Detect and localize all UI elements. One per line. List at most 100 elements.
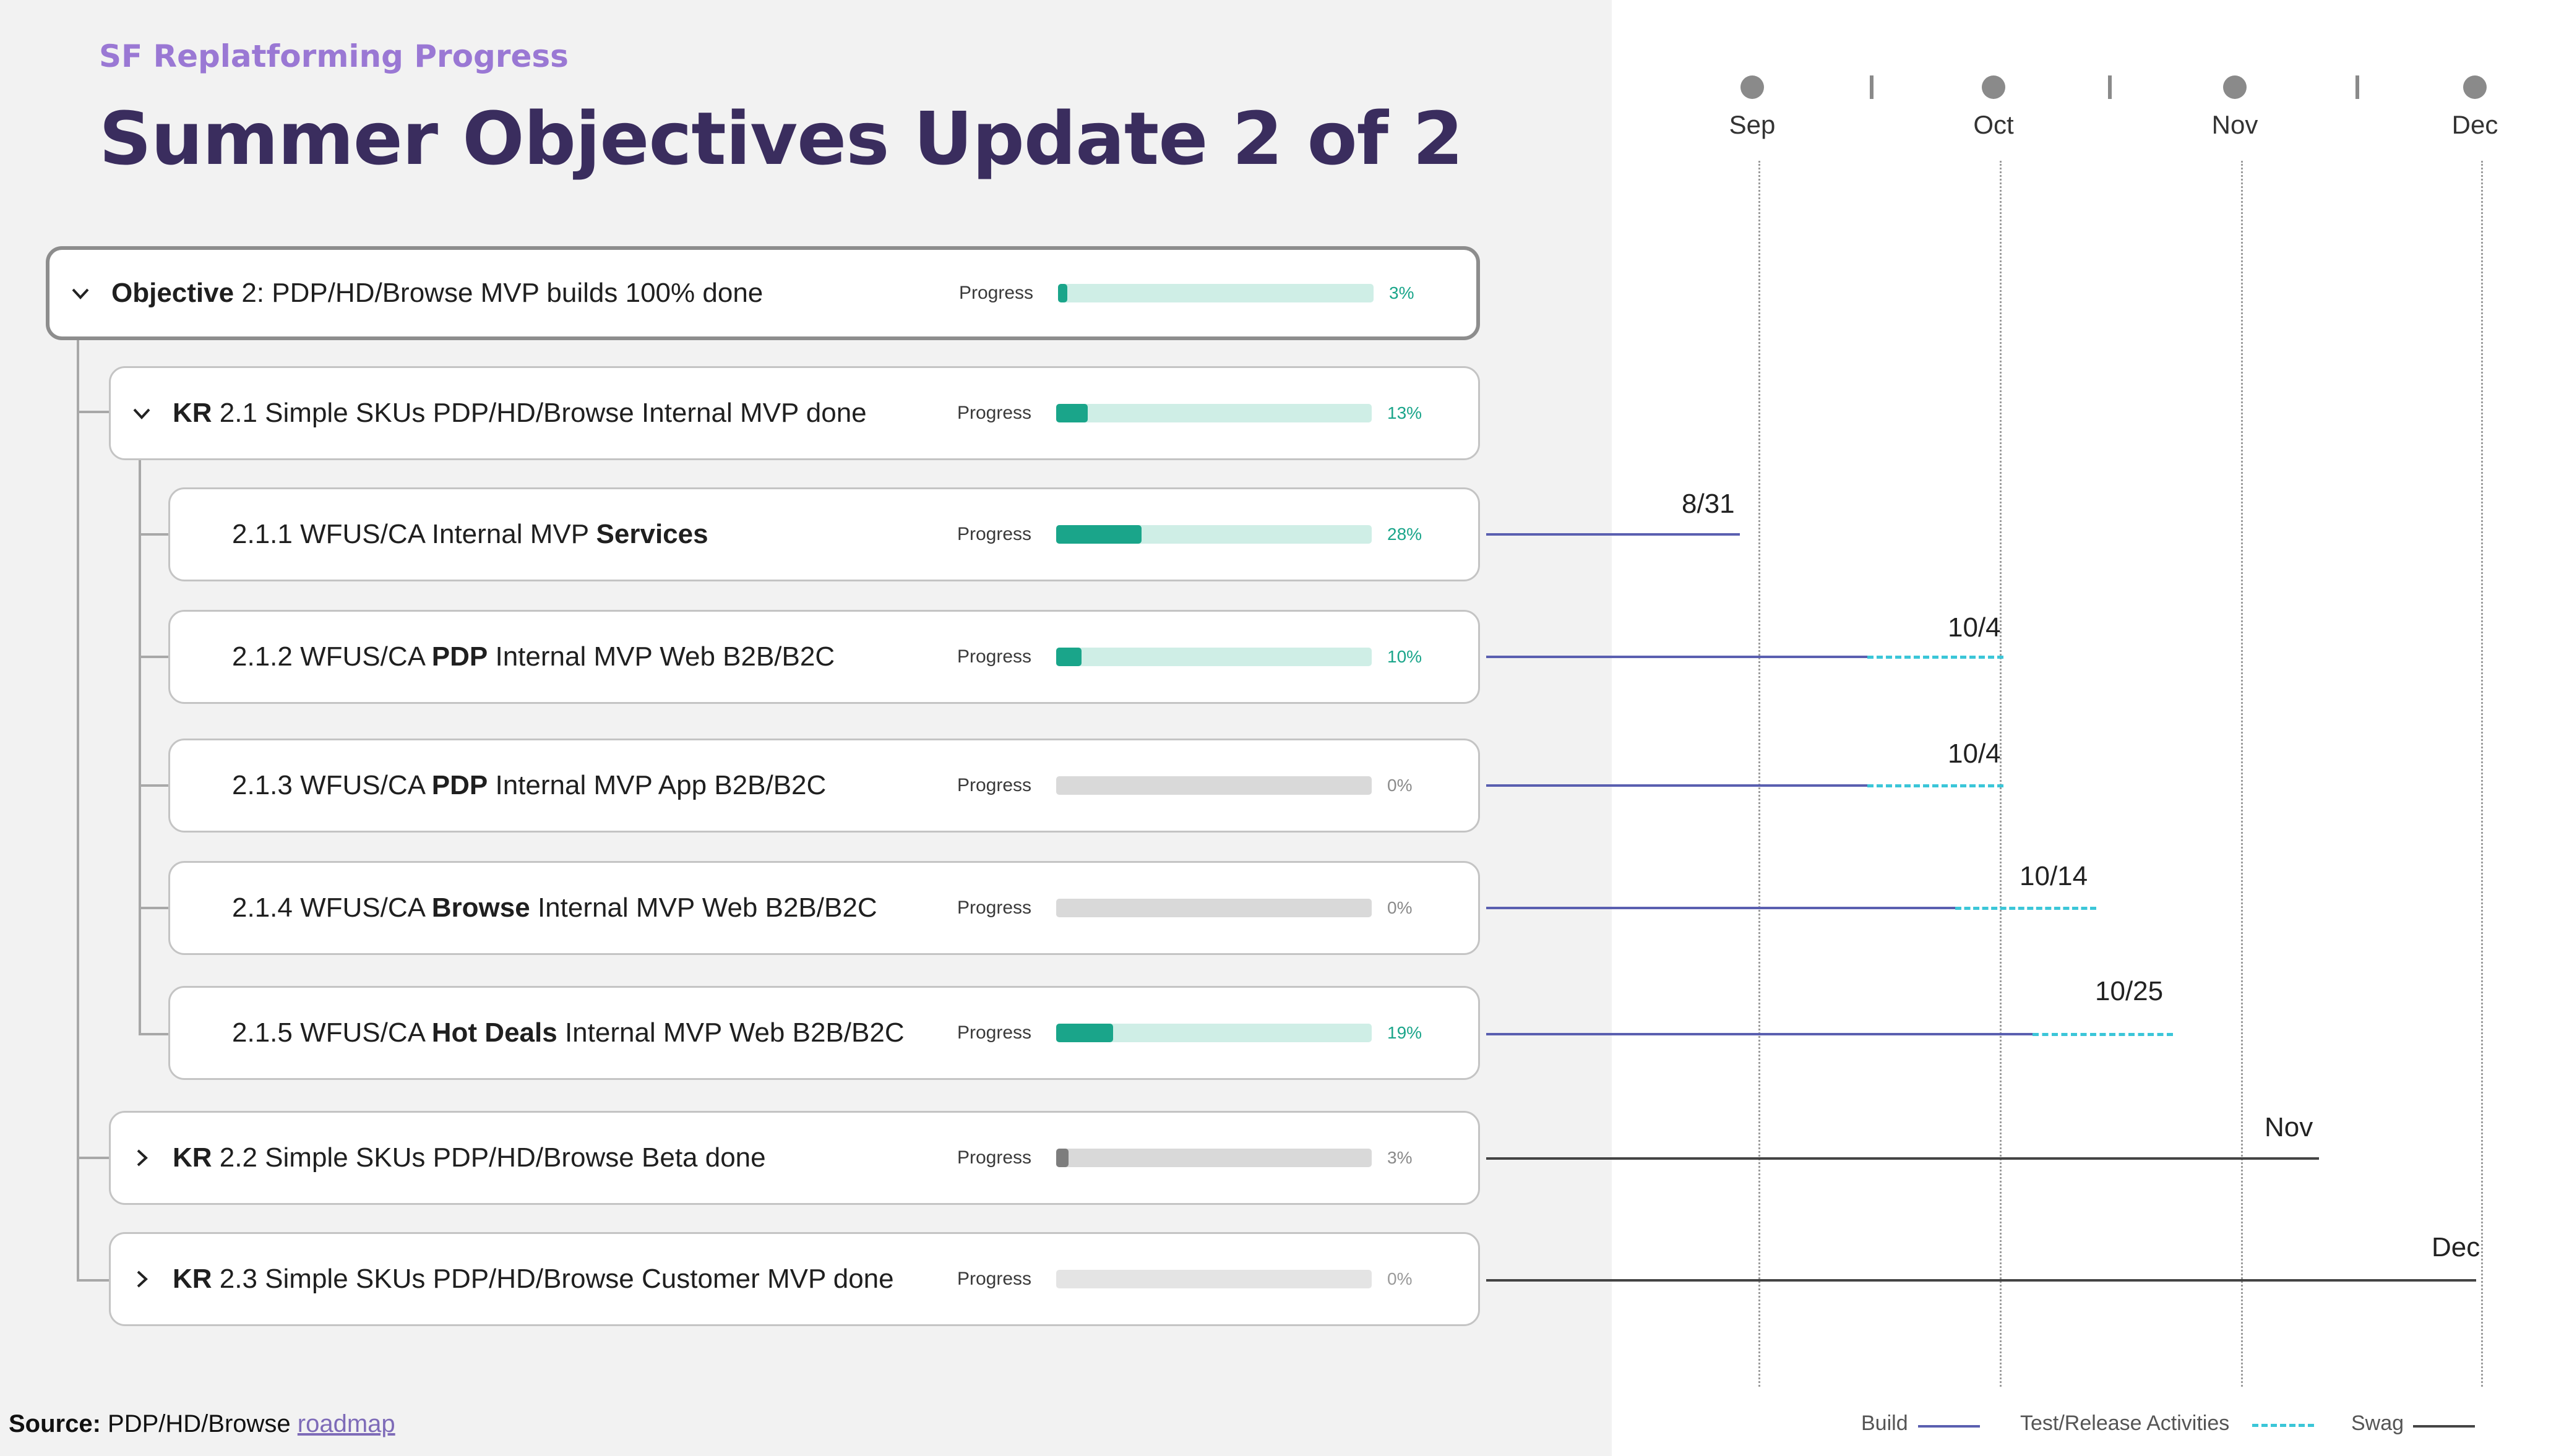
progress-percent: 10% [1387, 647, 1422, 666]
timeline-date-label: 10/4 [1948, 612, 2001, 643]
mid-month-tick [2108, 75, 2112, 99]
timeline-bar [1486, 1279, 2476, 1282]
month-label: Nov [2211, 110, 2258, 139]
progress-bar [1056, 1270, 1372, 1288]
progress-bar-fill [1056, 525, 1142, 544]
row-label: Objective 2: PDP/HD/Browse MVP builds 10… [111, 278, 763, 309]
row-label: 2.1.2 WFUS/CA PDP Internal MVP Web B2B/B… [232, 641, 835, 672]
key-result-card[interactable]: KR 2.1 Simple SKUs PDP/HD/Browse Interna… [109, 366, 1480, 460]
progress-bar [1056, 1024, 1372, 1042]
left-panel-background [0, 0, 1612, 1456]
month-label: Oct [1973, 110, 2014, 139]
row-label: 2.1.5 WFUS/CA Hot Deals Internal MVP Web… [232, 1017, 905, 1048]
chevron-right-icon[interactable] [129, 1146, 154, 1170]
row-label-text: 2.3 Simple SKUs PDP/HD/Browse Customer M… [212, 1264, 894, 1294]
task-card: 2.1.2 WFUS/CA PDP Internal MVP Web B2B/B… [168, 610, 1480, 704]
row-label-prefix: KR [173, 1142, 212, 1173]
row-label-suffix: Internal MVP Web B2B/B2C [557, 1017, 905, 1048]
month-gridline [2000, 161, 2002, 1387]
progress-percent: 0% [1387, 1269, 1413, 1288]
mid-month-tick [2355, 75, 2359, 99]
tree-connector [77, 411, 110, 413]
timeline-bar [1486, 533, 1740, 536]
progress-bar [1056, 776, 1372, 795]
timeline-date-label: 10/4 [1948, 739, 2001, 769]
row-label-text: 2.2 Simple SKUs PDP/HD/Browse Beta done [212, 1142, 766, 1173]
progress-bar-fill [1056, 648, 1082, 666]
objective-card[interactable]: Objective 2: PDP/HD/Browse MVP builds 10… [46, 246, 1480, 340]
chevron-down-icon[interactable] [129, 401, 154, 426]
tree-connector [77, 340, 79, 1282]
tree-connector [139, 460, 141, 1035]
row-label-text: 2.1 Simple SKUs PDP/HD/Browse Internal M… [212, 398, 867, 428]
progress-label: Progress [957, 897, 1032, 918]
page-title: Summer Objectives Update 2 of 2 [99, 96, 1463, 181]
row-label-text: 2.1.4 WFUS/CA [232, 893, 432, 923]
progress-percent: 0% [1387, 776, 1413, 795]
timeline-date-label: Dec [2432, 1232, 2480, 1262]
month-marker-dot [2223, 75, 2247, 99]
progress-label: Progress [957, 1147, 1032, 1168]
legend-test-line [2252, 1424, 2314, 1427]
source-label: Source: [9, 1410, 101, 1437]
timeline-bar [1486, 1033, 2033, 1035]
task-card: 2.1.4 WFUS/CA Browse Internal MVP Web B2… [168, 861, 1480, 955]
row-label-suffix: Internal MVP Web B2B/B2C [530, 893, 877, 923]
progress-bar [1058, 284, 1374, 302]
progress-bar-fill [1058, 284, 1068, 302]
progress-bar [1056, 404, 1372, 422]
progress-bar [1056, 648, 1372, 666]
timeline-bar [1486, 656, 1867, 658]
row-label-highlight: Services [596, 519, 708, 549]
legend-test-label: Test/Release Activities [2020, 1411, 2230, 1435]
month-label: Dec [2451, 110, 2498, 139]
tree-connector [139, 784, 170, 787]
progress-percent: 28% [1387, 525, 1422, 544]
timeline-bar [1486, 784, 1867, 787]
tree-connector [139, 533, 170, 536]
tree-connector [139, 656, 170, 658]
source-note: Source: PDP/HD/Browse roadmap [9, 1410, 395, 1438]
row-label-prefix: KR [173, 1264, 212, 1294]
progress-bar [1056, 899, 1372, 917]
deck-subtitle: SF Replatforming Progress [99, 38, 569, 74]
tree-connector [77, 1157, 110, 1159]
key-result-card[interactable]: KR 2.2 Simple SKUs PDP/HD/Browse Beta do… [109, 1111, 1480, 1205]
timeline-bar [1486, 1157, 2319, 1160]
row-label: 2.1.3 WFUS/CA PDP Internal MVP App B2B/B… [232, 770, 826, 801]
progress-percent: 13% [1387, 403, 1422, 422]
row-label: KR 2.2 Simple SKUs PDP/HD/Browse Beta do… [173, 1142, 766, 1173]
mid-month-tick [1870, 75, 1874, 99]
timeline-bar [1486, 907, 1955, 909]
progress-bar-fill [1056, 1024, 1113, 1042]
progress-label: Progress [959, 283, 1034, 303]
progress-label: Progress [957, 646, 1032, 667]
progress-bar-fill [1056, 1149, 1069, 1167]
task-card: 2.1.1 WFUS/CA Internal MVP Services Progr… [168, 487, 1480, 581]
month-gridline [1758, 161, 1760, 1387]
progress-bar [1056, 525, 1372, 544]
row-label-highlight: PDP [431, 641, 488, 672]
row-label-text: 2.1.5 WFUS/CA [232, 1017, 432, 1048]
progress-percent: 19% [1387, 1023, 1422, 1042]
month-marker-dot [2463, 75, 2487, 99]
roadmap-link[interactable]: roadmap [297, 1410, 395, 1437]
timeline-date-label: 8/31 [1682, 489, 1735, 519]
row-label: 2.1.4 WFUS/CA Browse Internal MVP Web B2… [232, 893, 877, 923]
tree-connector [139, 907, 170, 909]
row-label: 2.1.1 WFUS/CA Internal MVP Services [232, 519, 708, 550]
row-label-prefix: Objective [111, 278, 234, 308]
row-label-highlight: Hot Deals [431, 1017, 557, 1048]
chevron-right-icon[interactable] [129, 1267, 154, 1291]
task-card: 2.1.5 WFUS/CA Hot Deals Internal MVP Web… [168, 986, 1480, 1080]
key-result-card[interactable]: KR 2.3 Simple SKUs PDP/HD/Browse Custome… [109, 1232, 1480, 1326]
chevron-down-icon[interactable] [68, 281, 93, 306]
timeline-test-segment [1867, 656, 2003, 659]
row-label-text: 2: PDP/HD/Browse MVP builds 100% done [234, 278, 764, 308]
row-label-highlight: Browse [431, 893, 530, 923]
progress-label: Progress [957, 524, 1032, 544]
timeline-test-segment [1955, 907, 2096, 910]
timeline-date-label: 10/14 [2020, 861, 2088, 891]
month-marker-dot [1740, 75, 1764, 99]
timeline-date-label: Nov [2265, 1112, 2313, 1142]
